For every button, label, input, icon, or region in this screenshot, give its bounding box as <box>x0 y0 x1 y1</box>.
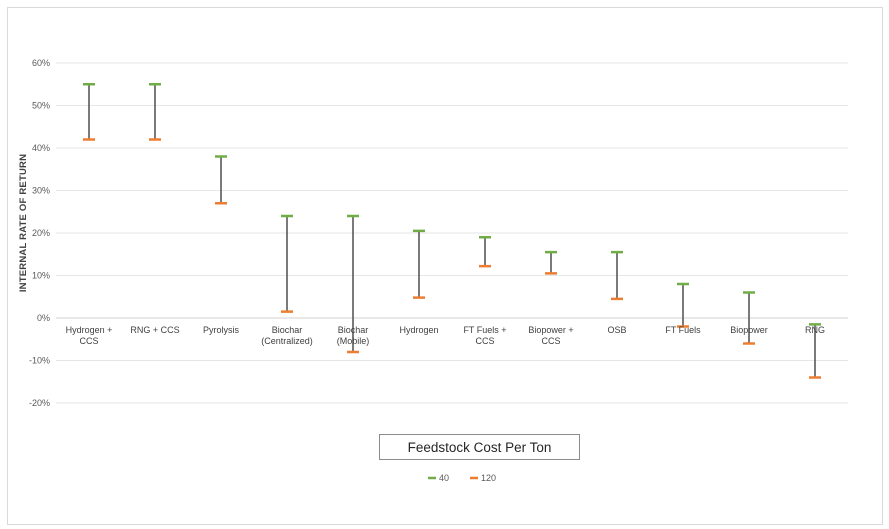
chart-frame: -20% -10% 0% 10% 20% 30% 40% 50% 60% INTERNAL RA… <box>7 7 883 525</box>
x-category-label: Hydrogen + CCS <box>66 325 113 346</box>
y-tick-label: 20% <box>32 228 50 238</box>
legend: 40 120 <box>428 473 496 483</box>
y-tick-label: 60% <box>32 58 50 68</box>
x-category-label: FT Fuels + CCS <box>463 325 506 346</box>
x-category-label: OSB <box>607 325 626 335</box>
y-tick-label: -10% <box>29 356 50 366</box>
x-category-label: FT Fuels <box>665 325 701 335</box>
x-category-label: Biochar (Centralized) <box>261 325 313 346</box>
x-category-label: Pyrolysis <box>203 325 240 335</box>
x-category-label: RNG <box>805 325 825 335</box>
x-axis-categories: Hydrogen + CCS RNG + CCS Pyrolysis Biochar (C… <box>66 325 825 346</box>
y-tick-label: -20% <box>29 398 50 408</box>
ranges <box>83 83 821 379</box>
y-axis-ticks: -20% -10% 0% 10% 20% 30% 40% 50% 60% <box>29 58 50 408</box>
x-axis-title: Feedstock Cost Per Ton <box>379 434 580 460</box>
x-category-label: Biochar (Mobile) <box>337 325 370 346</box>
y-tick-label: 0% <box>37 313 50 323</box>
x-category-label: Hydrogen <box>399 325 438 335</box>
legend-label: 40 <box>439 473 449 483</box>
y-axis-label: INTERNAL RATE OF RETURN <box>18 154 29 292</box>
y-tick-label: 10% <box>32 271 50 281</box>
y-tick-label: 40% <box>32 143 50 153</box>
x-category-label: Biopower <box>730 325 768 335</box>
y-tick-label: 50% <box>32 101 50 111</box>
x-category-label: RNG + CCS <box>130 325 179 335</box>
chart: -20% -10% 0% 10% 20% 30% 40% 50% 60% INTERNAL RA… <box>18 58 848 483</box>
y-tick-label: 30% <box>32 186 50 196</box>
legend-label: 120 <box>481 473 496 483</box>
gridlines <box>56 62 848 404</box>
x-category-label: Biopower + CCS <box>528 325 573 346</box>
